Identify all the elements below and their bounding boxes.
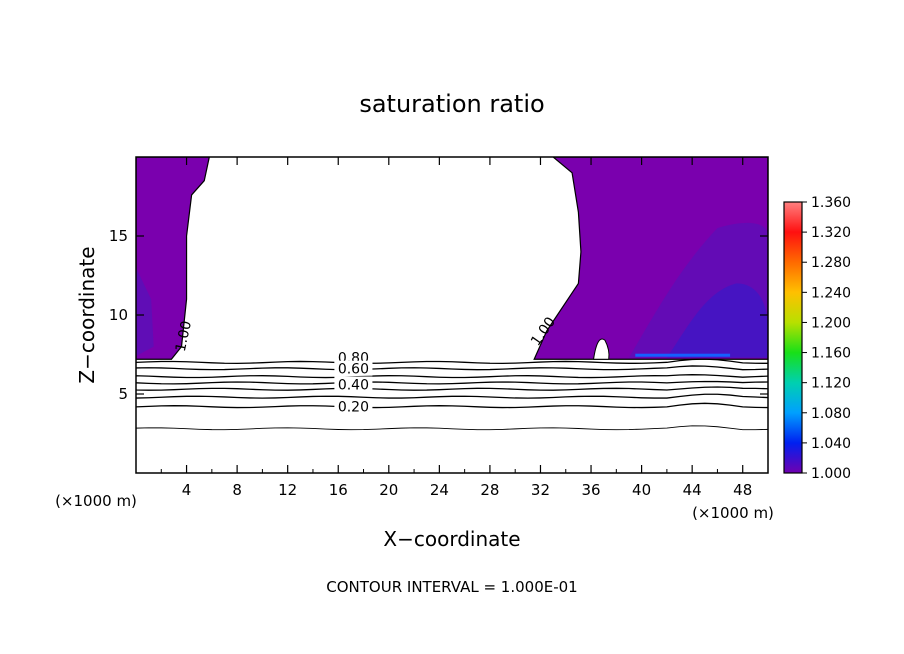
contour-line xyxy=(136,425,768,431)
right-shading-inner xyxy=(666,283,768,358)
y-tick-label: 15 xyxy=(109,227,128,245)
x-tick-label: 44 xyxy=(683,481,702,499)
x-unit-label-right: (×1000 m) xyxy=(692,504,774,522)
y-axis-label: Z−coordinate xyxy=(75,246,99,383)
colorbar-label: 1.040 xyxy=(811,436,851,452)
contour-line xyxy=(136,386,768,391)
colorbar-ramp xyxy=(783,201,803,474)
x-tick-label: 32 xyxy=(531,481,550,499)
x-tick-label: 28 xyxy=(480,481,499,499)
colorbar-label: 1.200 xyxy=(811,315,851,331)
x-tick-label: 4 xyxy=(182,481,192,499)
colorbar-label: 1.000 xyxy=(811,466,851,482)
right-region-notch xyxy=(592,338,610,360)
colorbar-label: 1.240 xyxy=(811,285,851,301)
x-unit-label-left: (×1000 m) xyxy=(55,492,137,510)
chart-title: saturation ratio xyxy=(359,90,544,118)
left-edge-shading xyxy=(136,267,154,357)
colorbar-label: 1.320 xyxy=(811,225,851,241)
x-tick-label: 48 xyxy=(733,481,752,499)
x-tick-label: 24 xyxy=(430,481,449,499)
contour-field: 0.800.600.400.201.00 1.00 xyxy=(136,157,768,431)
colorbar: 1.360 1.320 1.280 1.240 1.200 1.160 1.120 1.080… xyxy=(783,195,851,482)
contour-line xyxy=(136,358,768,364)
contour-label-bg xyxy=(334,398,373,414)
plot-area: 0.800.600.400.201.00 1.00 xyxy=(136,157,768,431)
contour-line xyxy=(136,374,768,379)
contour-label: 0.40 xyxy=(338,378,369,394)
contour-line xyxy=(136,365,768,371)
contour-label-bg xyxy=(334,360,373,376)
colorbar-label: 1.280 xyxy=(811,255,851,271)
contour-label: 0.20 xyxy=(338,400,369,416)
x-tick-label: 12 xyxy=(278,481,297,499)
contour-line xyxy=(136,402,768,409)
contour-line xyxy=(136,393,768,399)
left-saturated-region xyxy=(136,157,210,360)
colorbar-label: 1.360 xyxy=(811,195,851,211)
contour-line xyxy=(136,380,768,385)
x-tick-label: 20 xyxy=(379,481,398,499)
x-axis-label: X−coordinate xyxy=(383,527,520,551)
contour-label-bg xyxy=(334,376,373,392)
contour-label: 0.60 xyxy=(338,362,369,378)
x-tick-label: 40 xyxy=(632,481,651,499)
colorbar-label: 1.080 xyxy=(811,406,851,422)
high-ratio-band xyxy=(635,353,731,357)
contour-label-left-1: 1.00 xyxy=(173,319,195,353)
x-tick-label: 36 xyxy=(581,481,600,499)
y-tick-label: 5 xyxy=(118,385,128,403)
colorbar-label: 1.120 xyxy=(811,376,851,392)
y-tick-label: 10 xyxy=(109,306,128,324)
x-tick-label: 8 xyxy=(232,481,242,499)
x-tick-label: 16 xyxy=(329,481,348,499)
colorbar-label: 1.160 xyxy=(811,346,851,362)
contour-interval-footer: CONTOUR INTERVAL = 1.000E-01 xyxy=(326,578,577,596)
